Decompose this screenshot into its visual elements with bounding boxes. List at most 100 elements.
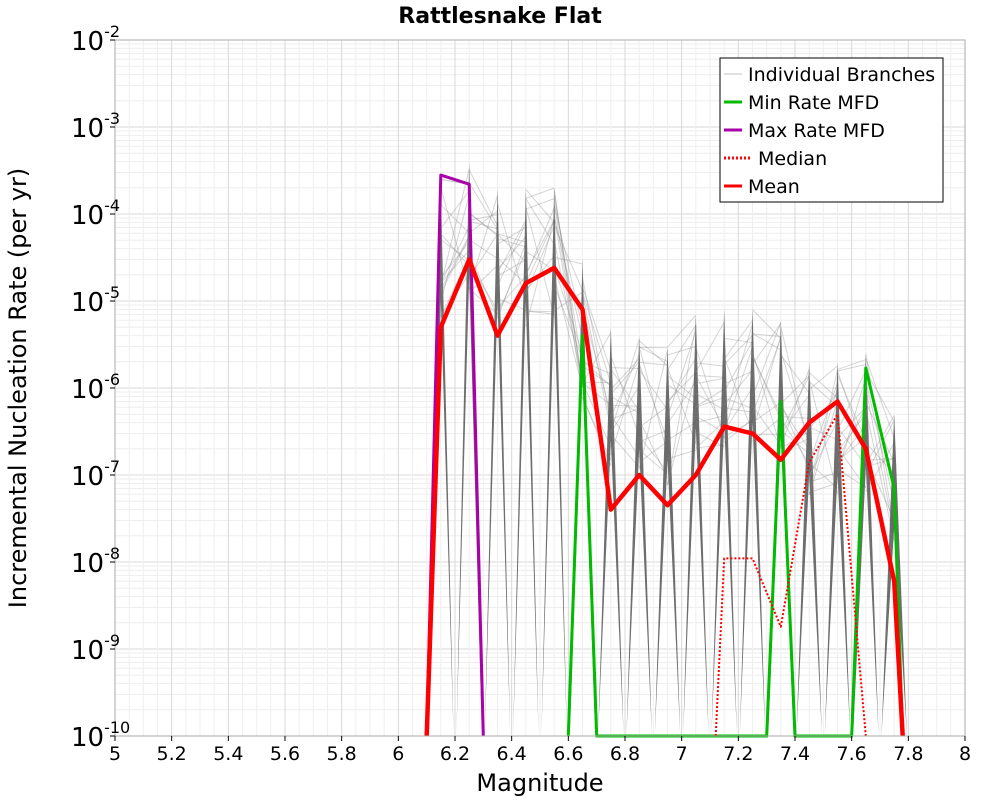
y-tick-label: 10-7 [71,457,120,492]
branch-line [468,253,498,317]
branch-line [780,394,810,434]
branch-line [865,370,895,422]
branch-line [724,337,753,344]
branch-line [525,220,555,284]
x-tick-label: 7.2 [723,743,753,765]
branch-line [497,236,527,270]
branch-line [610,354,640,418]
branch-line [553,204,583,328]
branch-line [752,333,782,351]
branch-line [667,324,697,485]
branch-line [440,236,470,294]
branch-line [723,369,753,406]
branch-line [695,415,725,433]
branch-line [525,219,555,274]
branch-line [469,214,498,221]
branch-envelope [484,187,511,736]
branch-line [638,436,668,472]
series-max-rate-mfd [425,173,485,737]
x-tick-label: 6.4 [497,743,527,765]
legend-box [719,57,944,203]
branch-line [582,332,612,385]
x-axis-label: Magnitude [476,769,603,797]
branch-line [723,335,753,365]
x-tick-label: 8 [959,743,971,765]
branch-line [837,359,866,370]
branch-line [752,402,782,423]
branch-line [610,404,640,407]
branch-line [638,346,668,363]
branch-line [638,440,668,463]
branch-line [695,420,725,449]
x-tick-label: 6.2 [440,743,470,765]
branch-line [468,210,498,234]
branch-line [865,387,895,534]
branch-line [808,400,838,496]
branch-line [780,354,810,394]
branch-line [440,239,470,261]
branch-line [695,321,725,373]
x-tick-label: 5.2 [157,743,187,765]
branch-line [752,405,782,446]
branch-line [808,365,838,390]
branch-line [553,266,583,355]
branch-envelope [711,309,737,736]
branch-line [638,419,668,479]
branch-line [525,187,555,199]
branch-line [553,224,583,291]
branch-line [610,339,640,432]
branch-line [553,276,583,388]
branch-line [582,360,612,387]
branch-line [525,206,555,317]
branch-line [752,322,782,397]
branch-line [695,375,725,429]
series-median [714,413,867,737]
branch-line [554,256,583,265]
x-tick-label: 5.4 [213,743,243,765]
branch-line [497,222,527,287]
branch-line [525,310,555,315]
branch-line [610,358,640,390]
branch-line [752,355,782,421]
branch-line [553,195,583,367]
branch-line [440,226,470,284]
branch-envelope [824,361,851,736]
branch-line [610,407,640,420]
branch-line [610,396,640,414]
branch-line [468,213,498,235]
branch-line [808,383,838,463]
x-tick-label: 7.6 [837,743,867,765]
y-tick-label: 10-3 [71,109,120,144]
branch-line [724,407,753,413]
branch-line [780,415,810,419]
branch-line [610,361,640,395]
branch-line [723,323,753,421]
x-tick-label: 7.4 [780,743,810,765]
branch-line [639,361,668,366]
branch-line [723,397,753,409]
branch-line [497,242,527,319]
branch-envelope [513,187,539,736]
branch-line [695,397,725,408]
branch-line [440,204,470,234]
branch-line [780,368,810,447]
y-tick-label: 10-5 [71,283,120,318]
branch-envelope [796,361,822,736]
branch-line [468,265,498,293]
branch-line [582,397,612,461]
branch-line [752,337,782,415]
branch-line [837,363,866,372]
branch-line [553,216,583,339]
branch-line [525,218,555,327]
branch-line [837,413,867,453]
branch-line [808,426,838,441]
branch-line [780,401,810,471]
x-tick-label: 5 [109,743,121,765]
branch-line [667,421,697,441]
branch-line [440,169,470,286]
branch-line [553,213,583,395]
branch-line [638,340,668,366]
branch-line [667,375,697,399]
branch-line [553,239,583,385]
branch-line [440,249,470,284]
